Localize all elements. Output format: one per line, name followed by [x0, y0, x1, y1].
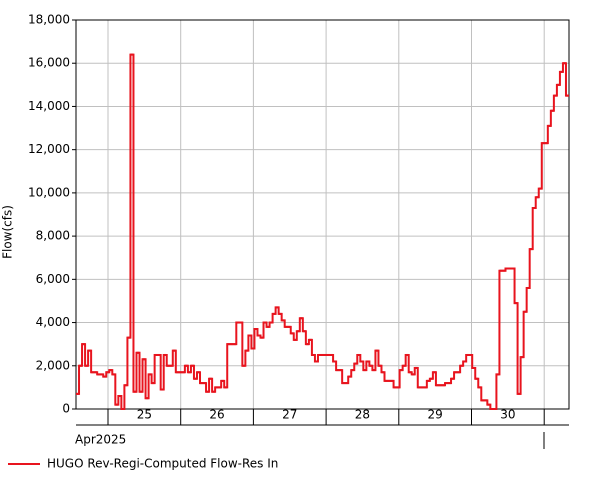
- y-tick-label: 12,000: [28, 142, 70, 156]
- y-tick-label: 2,000: [36, 358, 70, 372]
- legend-label: HUGO Rev-Regi-Computed Flow-Res In: [47, 457, 278, 471]
- y-tick-label: 14,000: [28, 99, 70, 113]
- x-tick-label: 28: [355, 408, 370, 422]
- y-axis-label: Flow(cfs): [1, 205, 15, 259]
- y-tick-label: 8,000: [36, 229, 70, 243]
- x-period-label: Apr2025: [75, 433, 126, 447]
- plot-frame: [75, 19, 570, 410]
- x-tick-label: 30: [500, 408, 515, 422]
- x-tick-label: 25: [137, 408, 152, 422]
- x-tick-label: 29: [428, 408, 443, 422]
- y-tick-label: 16,000: [28, 56, 70, 70]
- y-tick-label: 0: [62, 402, 70, 416]
- y-tick-label: 6,000: [36, 272, 70, 286]
- x-tick-label: 26: [209, 408, 224, 422]
- y-tick-label: 18,000: [28, 13, 70, 27]
- y-tick-label: 4,000: [36, 315, 70, 329]
- y-tick-label: 10,000: [28, 185, 70, 199]
- grid: [76, 19, 569, 410]
- x-tick-label: 27: [282, 408, 297, 422]
